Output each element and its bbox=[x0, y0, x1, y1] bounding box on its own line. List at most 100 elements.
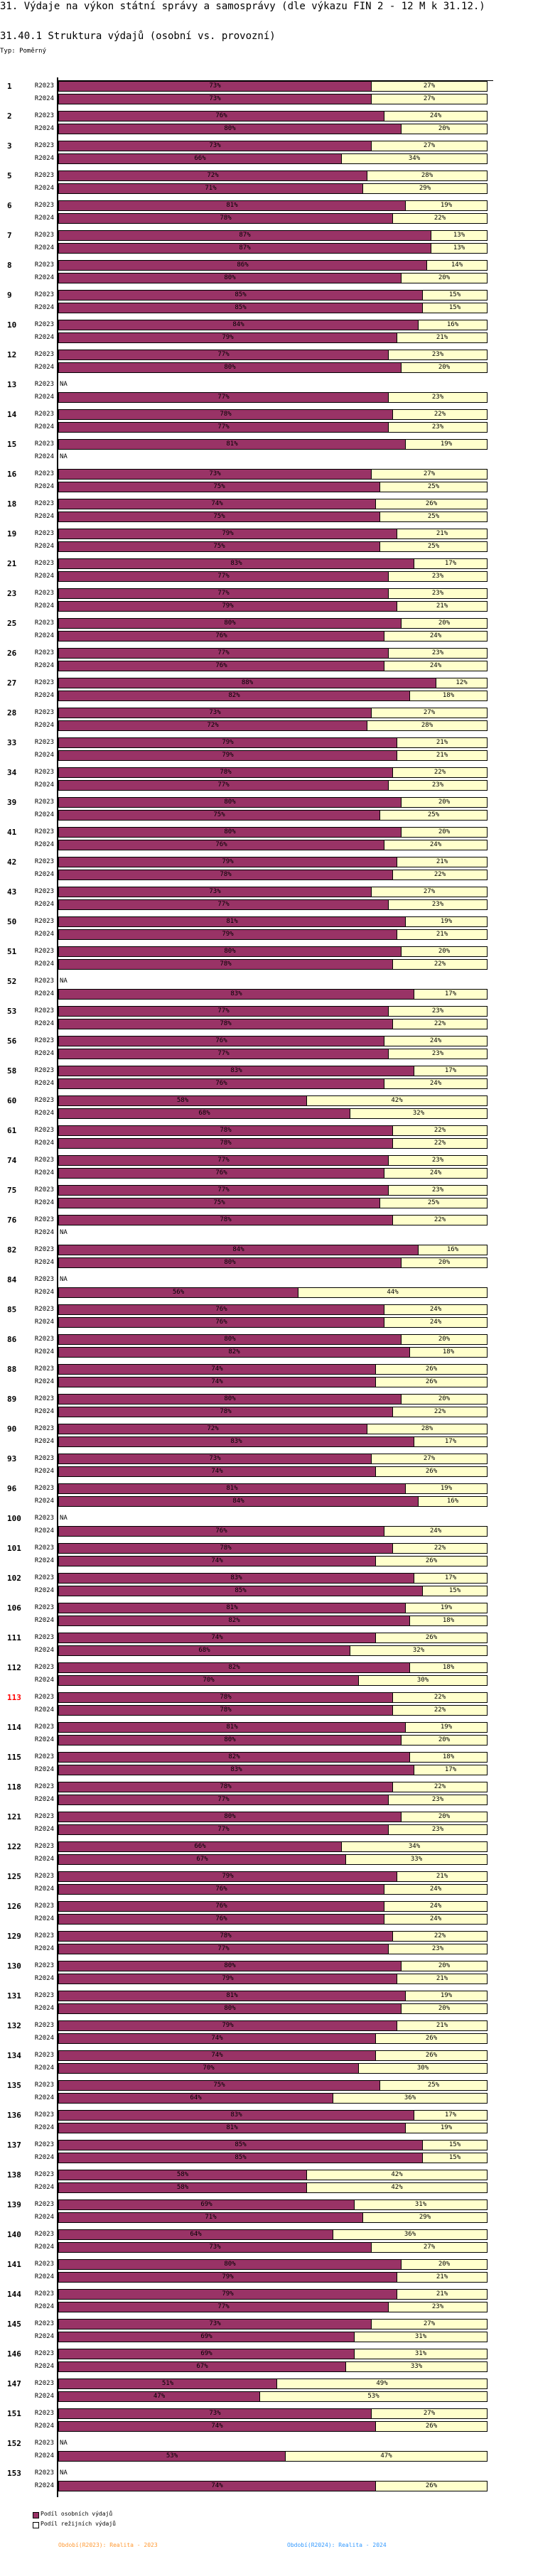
group-label: 90 bbox=[7, 1424, 17, 1434]
row-label: R2024 bbox=[34, 1289, 54, 1296]
row-label: R2024 bbox=[34, 573, 54, 580]
bar-personal: 73% bbox=[58, 708, 372, 718]
bar-overhead: 21% bbox=[397, 2289, 488, 2300]
bar-overhead: 27% bbox=[371, 469, 488, 480]
bar-overhead: 26% bbox=[375, 2421, 488, 2432]
bar-overhead: 17% bbox=[414, 558, 488, 569]
bar-personal: 77% bbox=[58, 1155, 389, 1166]
row-label: R2024 bbox=[34, 1617, 54, 1624]
bar-personal: 82% bbox=[58, 691, 410, 701]
bar-overhead: 25% bbox=[379, 541, 488, 552]
group-label: 19 bbox=[7, 529, 17, 539]
row-label: R2023 bbox=[34, 858, 54, 865]
bar-personal: 78% bbox=[58, 1705, 393, 1716]
row-label: R2024 bbox=[34, 185, 54, 192]
bar-personal: 80% bbox=[58, 2003, 402, 2014]
bar-overhead: 22% bbox=[392, 1705, 488, 1716]
bar-overhead: 19% bbox=[405, 439, 488, 450]
bar-overhead: 21% bbox=[397, 2272, 488, 2283]
row-label: R2023 bbox=[34, 500, 54, 507]
bar-overhead: 27% bbox=[371, 2408, 488, 2419]
row-label: R2024 bbox=[34, 125, 54, 132]
bar-overhead: 16% bbox=[418, 320, 488, 330]
group-label: 26 bbox=[7, 649, 17, 658]
row-label: R2024 bbox=[34, 1199, 54, 1206]
row-label: R2023 bbox=[34, 2469, 54, 2477]
bar-personal: 73% bbox=[58, 2242, 372, 2253]
row-label: R2024 bbox=[34, 2184, 54, 2191]
bar-overhead: 22% bbox=[392, 213, 488, 224]
bar-personal: 82% bbox=[58, 1616, 410, 1626]
bar-overhead: 23% bbox=[388, 1824, 488, 1835]
group-label: 2 bbox=[7, 112, 12, 121]
bar-overhead: 24% bbox=[384, 1036, 488, 1046]
bar-personal: 69% bbox=[58, 2199, 355, 2210]
bar-overhead: 20% bbox=[401, 827, 488, 838]
bar-personal: 73% bbox=[58, 81, 372, 92]
group-label: 43 bbox=[7, 887, 17, 897]
row-label: R2024 bbox=[34, 1796, 54, 1803]
row-label: R2023 bbox=[34, 2082, 54, 2089]
bar-personal: 83% bbox=[58, 989, 414, 1000]
bar-overhead: 25% bbox=[379, 810, 488, 821]
row-label: R2023 bbox=[34, 1216, 54, 1223]
row-label: R2023 bbox=[34, 1604, 54, 1611]
bar-personal: 53% bbox=[58, 2451, 286, 2462]
row-label: R2023 bbox=[34, 1574, 54, 1581]
row-label: R2023 bbox=[34, 2111, 54, 2118]
row-label: R2023 bbox=[34, 291, 54, 298]
bar-overhead: 28% bbox=[367, 720, 488, 731]
row-label: R2024 bbox=[34, 513, 54, 520]
row-label: R2024 bbox=[34, 2273, 54, 2280]
row-label: R2023 bbox=[34, 1843, 54, 1850]
bar-personal: 79% bbox=[58, 1871, 397, 1882]
bar-personal: 74% bbox=[58, 1364, 376, 1375]
bar-personal: 85% bbox=[58, 290, 423, 301]
bar-personal: 76% bbox=[58, 1884, 384, 1895]
row-label: R2023 bbox=[34, 1455, 54, 1462]
row-label: R2024 bbox=[34, 931, 54, 938]
row-label: R2024 bbox=[34, 1706, 54, 1714]
bar-overhead: 18% bbox=[409, 1616, 488, 1626]
bar-overhead: 15% bbox=[422, 2140, 488, 2150]
na-label: NA bbox=[60, 2440, 68, 2447]
bar-overhead: 49% bbox=[276, 2379, 488, 2389]
bar-overhead: 19% bbox=[405, 1722, 488, 1733]
bar-personal: 78% bbox=[58, 1407, 393, 1417]
bar-personal: 79% bbox=[58, 332, 397, 343]
group-label: 118 bbox=[7, 1782, 21, 1792]
row-label: R2023 bbox=[34, 172, 54, 179]
bar-personal: 77% bbox=[58, 648, 389, 659]
bar-overhead: 21% bbox=[397, 929, 488, 940]
group-label: 132 bbox=[7, 2021, 21, 2030]
bar-overhead: 24% bbox=[384, 661, 488, 671]
bar-overhead: 23% bbox=[388, 780, 488, 791]
row-label: R2023 bbox=[34, 2231, 54, 2238]
group-label: 8 bbox=[7, 261, 12, 270]
bar-overhead: 23% bbox=[388, 392, 488, 403]
row-label: R2024 bbox=[34, 1020, 54, 1027]
bar-personal: 66% bbox=[58, 153, 342, 164]
row-label: R2023 bbox=[34, 82, 54, 90]
group-label: 101 bbox=[7, 1544, 21, 1553]
bar-personal: 77% bbox=[58, 899, 389, 910]
row-label: R2023 bbox=[34, 261, 54, 269]
na-label: NA bbox=[60, 1515, 68, 1522]
row-label: R2023 bbox=[34, 649, 54, 656]
bar-personal: 85% bbox=[58, 303, 423, 313]
bar-overhead: 22% bbox=[392, 1215, 488, 1225]
row-label: R2024 bbox=[34, 1736, 54, 1743]
row-label: R2024 bbox=[34, 1915, 54, 1922]
bar-personal: 76% bbox=[58, 631, 384, 642]
bar-personal: 79% bbox=[58, 857, 397, 867]
bar-overhead: 21% bbox=[397, 2020, 488, 2031]
bar-overhead: 14% bbox=[426, 260, 488, 271]
bar-overhead: 21% bbox=[397, 737, 488, 748]
bar-overhead: 29% bbox=[362, 183, 488, 194]
bar-overhead: 17% bbox=[414, 1573, 488, 1584]
bar-personal: 74% bbox=[58, 499, 376, 509]
bar-personal: 80% bbox=[58, 827, 402, 838]
bar-personal: 75% bbox=[58, 1198, 380, 1208]
bar-personal: 56% bbox=[58, 1287, 298, 1298]
bar-overhead: 22% bbox=[392, 1125, 488, 1136]
